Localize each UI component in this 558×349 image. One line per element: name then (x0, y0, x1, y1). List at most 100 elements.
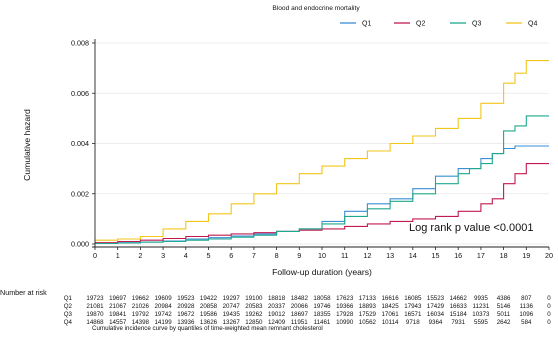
risk-cell: 19262 (245, 311, 263, 318)
risk-cell: 2642 (497, 319, 511, 326)
x-tick-label: 20 (545, 251, 553, 260)
risk-cell: 17133 (359, 295, 377, 302)
figure-caption: Cumulative incidence curve by quantiles … (92, 325, 323, 332)
x-tick-label: 13 (386, 251, 394, 260)
risk-cell: 19297 (223, 295, 241, 302)
risk-cell: 20858 (200, 303, 218, 310)
y-tick-label: 0.004 (71, 139, 89, 148)
risk-cell: 19870 (86, 311, 104, 318)
risk-cell: 9364 (429, 319, 443, 326)
risk-cell: 5595 (474, 319, 488, 326)
risk-cell: 11231 (473, 303, 490, 310)
x-tick-label: 3 (161, 251, 165, 260)
number-at-risk-table: Number at risk Q1 19723 19697 19662 19609 1952… (0, 288, 551, 326)
risk-cell: 14868 (86, 319, 104, 326)
risk-cell: 9935 (474, 295, 488, 302)
risk-cell: 15184 (450, 311, 468, 318)
grid (95, 42, 549, 245)
x-tick-label: 15 (432, 251, 440, 260)
risk-cell: 14662 (450, 295, 468, 302)
risk-cell: 0 (547, 311, 551, 318)
risk-cell: 17529 (359, 311, 377, 318)
risk-cell: 4386 (497, 295, 511, 302)
risk-cell: 20747 (223, 303, 241, 310)
risk-cell: 19672 (177, 311, 195, 318)
x-tick-label: 8 (275, 251, 279, 260)
y-tick-label: 0.000 (71, 240, 89, 249)
risk-cell: 10990 (336, 319, 354, 326)
risk-cell: 19723 (86, 295, 104, 302)
risk-cell: 19841 (109, 311, 127, 318)
risk-cell: 17061 (381, 311, 399, 318)
risk-row-label: Q4 (64, 319, 73, 326)
risk-cell: 11951 (291, 319, 308, 326)
risk-cell: 20583 (245, 303, 263, 310)
risk-cell: 17928 (336, 311, 354, 318)
risk-row-label: Q2 (64, 303, 73, 310)
risk-cell: 14398 (132, 319, 150, 326)
series-line-q2 (95, 163, 549, 244)
risk-cell: 19100 (245, 295, 263, 302)
risk-cell: 13936 (177, 319, 195, 326)
risk-cell: 19662 (132, 295, 150, 302)
y-tick-label: 0.006 (71, 89, 89, 98)
x-tick-label: 4 (184, 251, 188, 260)
x-tick-label: 12 (363, 251, 371, 260)
risk-cell: 0 (547, 303, 551, 310)
x-tick-label: 14 (409, 251, 417, 260)
risk-table-heading: Number at risk (0, 288, 47, 297)
risk-cell: 17623 (336, 295, 354, 302)
risk-cell: 584 (521, 319, 532, 326)
risk-cell: 20066 (291, 303, 309, 310)
risk-cell: 12409 (268, 319, 286, 326)
x-tick-label: 11 (341, 251, 348, 260)
risk-cell: 7931 (451, 319, 465, 326)
y-tick-label: 0.008 (71, 39, 89, 48)
risk-cell: 19697 (109, 295, 127, 302)
x-tick-label: 19 (522, 251, 530, 260)
legend-label-q2: Q2 (416, 21, 425, 28)
risk-cell: 1136 (520, 303, 534, 310)
risk-cell: 12850 (245, 319, 263, 326)
x-tick-label: 18 (500, 251, 508, 260)
risk-cell: 19609 (154, 295, 172, 302)
risk-cell: 5011 (497, 311, 511, 318)
risk-cell: 18697 (291, 311, 309, 318)
legend: Q1 Q2 Q3 Q4 (340, 21, 537, 28)
risk-cell: 20928 (177, 303, 195, 310)
risk-cell: 19792 (132, 311, 150, 318)
risk-cell: 1096 (519, 311, 533, 318)
risk-cell: 19523 (177, 295, 195, 302)
risk-cell: 5146 (497, 303, 511, 310)
risk-cell: 16034 (427, 311, 445, 318)
risk-row-label: Q3 (64, 311, 73, 318)
risk-cell: 14199 (154, 319, 172, 326)
x-tick-label: 6 (229, 251, 233, 260)
x-tick-label: 1 (116, 251, 120, 260)
risk-cell: 18893 (359, 303, 377, 310)
risk-cell: 16085 (404, 295, 422, 302)
legend-label-q3: Q3 (472, 21, 481, 28)
chart-title: Blood and endocrine mortality (272, 5, 360, 12)
logrank-annotation: Log rank p value <0.0001 (409, 222, 533, 234)
legend-label-q1: Q1 (362, 21, 371, 28)
plot-area (95, 60, 549, 245)
risk-cell: 21067 (109, 303, 127, 310)
x-axis-label: Follow-up duration (years) (272, 267, 372, 277)
risk-cell: 20337 (268, 303, 286, 310)
risk-cell: 21026 (132, 303, 150, 310)
risk-cell: 13626 (200, 319, 218, 326)
risk-cell: 16616 (381, 295, 399, 302)
risk-cell: 19746 (313, 303, 331, 310)
x-tick-label: 5 (207, 251, 211, 260)
x-tick-label: 16 (454, 251, 462, 260)
risk-cell: 19366 (336, 303, 354, 310)
risk-cell: 19586 (200, 311, 218, 318)
x-tick-label: 9 (297, 251, 301, 260)
risk-row-label: Q1 (64, 295, 73, 302)
x-tick-label: 0 (93, 251, 97, 260)
risk-cell: 18355 (313, 311, 331, 318)
risk-cell: 18818 (268, 295, 286, 302)
